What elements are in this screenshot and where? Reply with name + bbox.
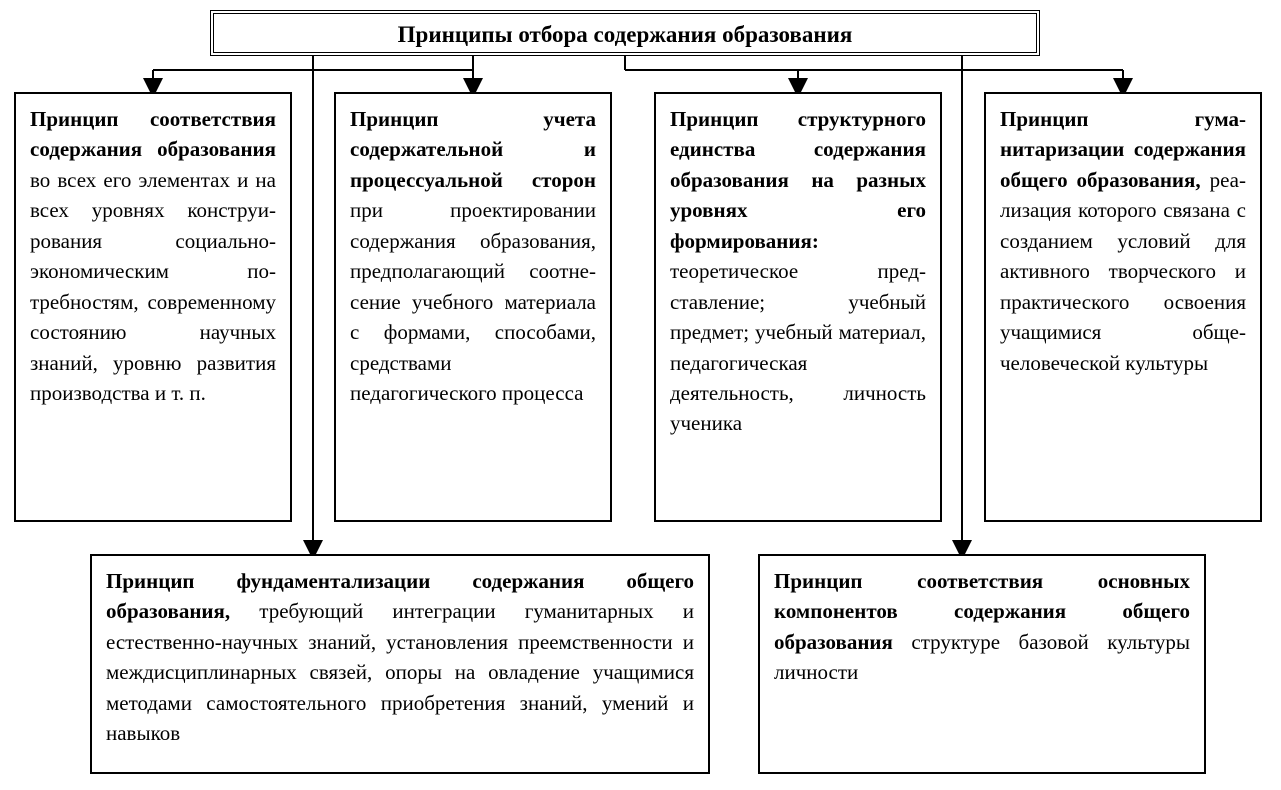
principle-text-p1: во всех его эле­ментах и на всех уровнях…: [30, 168, 276, 405]
principle-text-p4: реа­лизация которого связана с создани­е…: [1000, 168, 1246, 375]
principle-text-p3: теоретическое пред­ставление; учебный пр…: [670, 259, 926, 435]
principle-box-p1: Принцип соот­ветствия содержа­ния образо…: [14, 92, 292, 522]
principle-bold-p1: Принцип соот­ветствия содержа­ния образо…: [30, 107, 276, 161]
principle-box-p5: Принцип фундаментализации содержания общ…: [90, 554, 710, 774]
principle-bold-p2: Принцип учета содержательной и процессуа…: [350, 107, 596, 192]
diagram-canvas: Принципы отбора содержания образования П…: [0, 0, 1281, 790]
title-box: Принципы отбора содержания образования: [210, 10, 1040, 56]
principle-bold-p3: Принцип структур­ного единства содер­жан…: [670, 107, 926, 253]
principle-box-p2: Принцип учета содержательной и процессуа…: [334, 92, 612, 522]
principle-box-p3: Принцип структур­ного единства содер­жан…: [654, 92, 942, 522]
principle-box-p4: Принцип гума­нитаризации со­держания общ…: [984, 92, 1262, 522]
principle-box-p6: Принцип соответствия основ­ных компонент…: [758, 554, 1206, 774]
principle-text-p2: при проекти­ровании содержания образован…: [350, 198, 596, 405]
